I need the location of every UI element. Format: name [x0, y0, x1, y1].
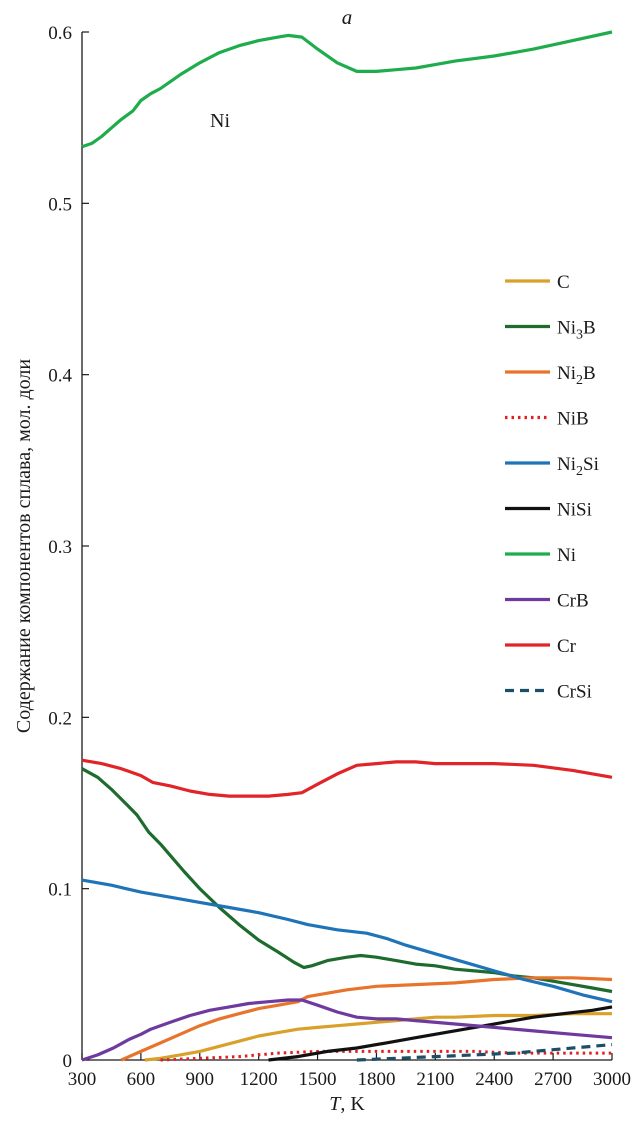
- legend-label-subscript: 2: [576, 373, 583, 388]
- x-tick-label: 1500: [299, 1069, 337, 1090]
- legend-label-tail: B: [583, 363, 596, 384]
- legend-label-tail: B: [583, 318, 596, 339]
- y-tick-label: 0: [63, 1051, 73, 1072]
- legend-label-ni3b: Ni3B: [557, 318, 596, 343]
- legend-label-ni: Ni: [557, 545, 576, 566]
- x-axis-title: T, K: [329, 1093, 365, 1115]
- legend-label-nib: NiB: [557, 409, 589, 430]
- x-tick-label: 600: [127, 1069, 156, 1090]
- series-line-nib: [161, 1051, 613, 1060]
- legend-label-ni2b: Ni2B: [557, 363, 596, 388]
- legend-label-nisi: NiSi: [557, 500, 592, 521]
- series-line-cr: [82, 760, 612, 796]
- legend-label-base: Ni: [557, 318, 576, 339]
- x-axis-title-unit: , K: [340, 1093, 365, 1115]
- series-layer: [82, 32, 612, 1060]
- legend-label-crsi: CrSi: [557, 682, 592, 703]
- series-line-ni3b: [82, 769, 612, 992]
- legend-label-c: C: [557, 272, 570, 293]
- legend-label-base: Ni: [557, 545, 576, 566]
- legend-label-base: Cr: [557, 636, 577, 657]
- x-tick-label: 2400: [475, 1069, 513, 1090]
- legend-label-ni2si: Ni2Si: [557, 454, 599, 479]
- legend-label-base: NiSi: [557, 500, 592, 521]
- legend-label-cr: Cr: [557, 636, 577, 657]
- panel-label: a: [342, 5, 353, 29]
- y-tick-label: 0.1: [48, 880, 72, 901]
- legend-label-tail: Si: [583, 454, 599, 475]
- y-tick-label: 0.5: [48, 194, 72, 215]
- x-tick-label: 2100: [416, 1069, 454, 1090]
- legend-label-base: CrSi: [557, 682, 592, 703]
- legend-label-base: C: [557, 272, 570, 293]
- y-tick-label: 0.4: [48, 366, 72, 387]
- legend-label-subscript: 2: [576, 464, 583, 479]
- series-line-crb: [82, 1000, 612, 1060]
- legend-label-base: Ni: [557, 363, 576, 384]
- legend-label-subscript: 3: [576, 328, 583, 343]
- x-tick-label: 300: [68, 1069, 97, 1090]
- x-tick-label: 1200: [240, 1069, 278, 1090]
- y-axis-title: Содержание компонентов сплава, мол. доли: [13, 359, 35, 733]
- legend-label-base: NiB: [557, 409, 589, 430]
- legend-label-base: Ni: [557, 454, 576, 475]
- y-tick-label: 0.6: [48, 23, 72, 44]
- x-tick-label: 900: [186, 1069, 215, 1090]
- legend-label-base: CrB: [557, 591, 589, 612]
- axes: [82, 32, 612, 1060]
- x-tick-label: 2700: [534, 1069, 572, 1090]
- legend-label-crb: CrB: [557, 591, 589, 612]
- x-tick-label: 1800: [357, 1069, 395, 1090]
- series-line-ni2si: [82, 880, 612, 1002]
- y-tick-label: 0.2: [48, 708, 72, 729]
- ni-curve-annotation: Ni: [210, 110, 230, 132]
- y-tick-label: 0.3: [48, 537, 72, 558]
- x-tick-label: 3000: [593, 1069, 631, 1090]
- series-line-ni: [82, 32, 612, 147]
